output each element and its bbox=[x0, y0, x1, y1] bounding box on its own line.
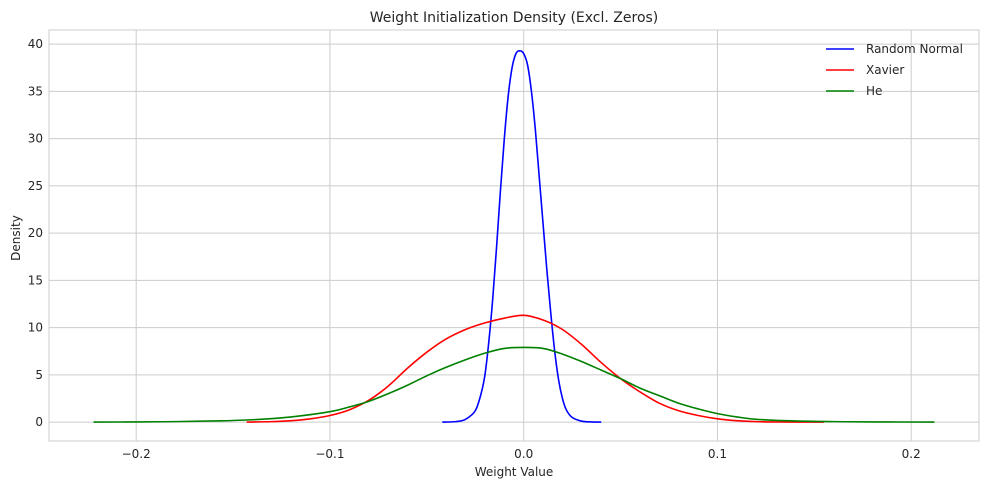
chart-title: Weight Initialization Density (Excl. Zer… bbox=[370, 10, 659, 26]
tick-labels: −0.2 −0.1 0.0 0.1 0.2 0 5 10 15 20 25 30 35 40 bbox=[28, 37, 921, 461]
plot-frame bbox=[48, 29, 980, 442]
y-axis-label: Density bbox=[9, 215, 23, 261]
x-tick-label: −0.1 bbox=[315, 447, 344, 461]
y-tick-label: 15 bbox=[28, 273, 43, 287]
y-tick-label: 30 bbox=[28, 132, 43, 146]
series-layer bbox=[93, 49, 935, 423]
y-tick-label: 10 bbox=[28, 321, 43, 335]
grid bbox=[49, 30, 979, 441]
y-tick-label: 0 bbox=[35, 415, 43, 429]
x-tick-label: 0.1 bbox=[708, 447, 727, 461]
legend-label: He bbox=[866, 84, 882, 98]
series-line-xavier bbox=[246, 314, 825, 423]
y-tick-label: 5 bbox=[35, 368, 43, 382]
x-tick-label: 0.0 bbox=[514, 447, 533, 461]
x-axis-label: Weight Value bbox=[475, 465, 554, 479]
y-tick-label: 40 bbox=[28, 37, 43, 51]
y-tick-label: 20 bbox=[28, 226, 43, 240]
legend-label: Random Normal bbox=[866, 42, 963, 56]
y-tick-label: 25 bbox=[28, 179, 43, 193]
series-line-he bbox=[93, 346, 935, 423]
x-tick-label: −0.2 bbox=[122, 447, 151, 461]
x-tick-label: 0.2 bbox=[902, 447, 921, 461]
legend: Random Normal Xavier He bbox=[826, 42, 963, 98]
y-tick-label: 35 bbox=[28, 84, 43, 98]
series-line-random-normal bbox=[442, 49, 602, 423]
legend-label: Xavier bbox=[866, 63, 904, 77]
